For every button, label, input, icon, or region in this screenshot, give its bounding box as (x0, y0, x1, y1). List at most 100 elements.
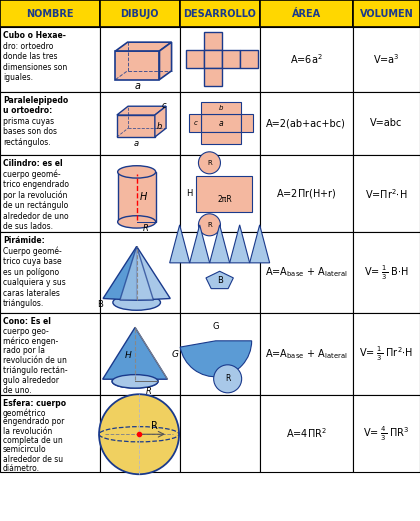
Text: DIBUJO: DIBUJO (121, 8, 159, 19)
Bar (0, 232, 100, 313)
Text: b: b (219, 105, 223, 111)
Bar (100, 313, 180, 395)
Text: cuerpo geomé-: cuerpo geomé- (3, 170, 60, 179)
Ellipse shape (113, 294, 160, 311)
Bar (353, 0, 420, 27)
Text: prisma cuyas: prisma cuyas (3, 117, 54, 126)
Bar (260, 313, 353, 395)
Text: cuerpo geo-: cuerpo geo- (3, 327, 49, 336)
Polygon shape (117, 106, 166, 115)
Polygon shape (116, 51, 160, 80)
Text: c: c (193, 120, 197, 127)
Bar (353, 155, 420, 232)
Text: Esfera: cuerpo: Esfera: cuerpo (3, 399, 66, 408)
Bar (0, 27, 100, 92)
Text: ÁREA: ÁREA (291, 8, 321, 19)
Ellipse shape (112, 375, 158, 388)
Bar (353, 92, 420, 155)
Text: A=6a$^2$: A=6a$^2$ (290, 53, 323, 66)
Text: bases son dos: bases son dos (3, 127, 57, 136)
Bar (0, 92, 100, 155)
Ellipse shape (118, 166, 156, 178)
Text: Cuerpo geomé-: Cuerpo geomé- (3, 247, 62, 256)
Bar (118, 172, 156, 222)
Text: B: B (217, 276, 223, 286)
Text: V= $\frac{1}{3}$ $\Pi$r$^2$$\cdot$H: V= $\frac{1}{3}$ $\Pi$r$^2$$\cdot$H (360, 344, 413, 363)
Text: R: R (207, 222, 212, 228)
Polygon shape (155, 106, 166, 137)
Text: Pirámide:: Pirámide: (3, 237, 45, 245)
Bar (353, 313, 420, 395)
Bar (260, 27, 353, 92)
Polygon shape (249, 225, 270, 263)
Text: es un polígono: es un polígono (3, 268, 59, 277)
Text: B: B (97, 300, 103, 308)
Text: de un rectángulo: de un rectángulo (3, 201, 68, 210)
Bar (353, 395, 420, 472)
Circle shape (198, 214, 220, 236)
Text: geométrico: geométrico (3, 408, 47, 418)
Bar (260, 232, 353, 313)
Bar (189, 115, 201, 132)
Bar (180, 395, 260, 472)
Text: revolución de un: revolución de un (3, 356, 67, 365)
Text: trico cuya base: trico cuya base (3, 257, 62, 266)
Polygon shape (190, 225, 210, 263)
Text: R: R (143, 224, 149, 233)
Text: engendrado por: engendrado por (3, 417, 64, 427)
Text: c: c (161, 101, 166, 109)
Text: completa de un: completa de un (3, 436, 63, 445)
Bar (180, 92, 260, 155)
Wedge shape (180, 341, 252, 377)
Circle shape (99, 394, 179, 474)
Text: dro: ortoedro: dro: ortoedro (3, 42, 53, 51)
Text: a: a (133, 139, 139, 148)
Text: Cubo o Hexae-: Cubo o Hexae- (3, 31, 66, 40)
Bar (204, 32, 222, 50)
Bar (180, 155, 260, 232)
Text: R: R (151, 421, 158, 431)
Text: 2πR: 2πR (217, 195, 232, 204)
Bar (353, 27, 420, 92)
Text: la revolución: la revolución (3, 427, 52, 436)
Text: G: G (213, 322, 219, 331)
Text: semicirculo: semicirculo (3, 445, 47, 454)
Text: A=A$_{\rm base}$ + A$_{\rm lateral}$: A=A$_{\rm base}$ + A$_{\rm lateral}$ (265, 347, 347, 361)
Text: a: a (219, 119, 223, 128)
Text: V=$\Pi$r$^2$$\cdot$H: V=$\Pi$r$^2$$\cdot$H (365, 187, 407, 201)
Text: alrededor de uno: alrededor de uno (3, 212, 68, 221)
Text: b: b (157, 121, 162, 131)
Text: rectángulos.: rectángulos. (3, 138, 51, 147)
Text: V= $\frac{4}{3}$ $\Pi$R$^3$: V= $\frac{4}{3}$ $\Pi$R$^3$ (363, 424, 410, 443)
Text: dimensiones son: dimensiones son (3, 63, 67, 71)
Text: A=4$\Pi$R$^2$: A=4$\Pi$R$^2$ (286, 427, 327, 440)
Text: R: R (207, 160, 212, 166)
Text: H: H (186, 189, 192, 199)
Bar (353, 232, 420, 313)
Bar (240, 50, 258, 68)
Text: iguales.: iguales. (3, 73, 33, 82)
Bar (180, 232, 260, 313)
Polygon shape (206, 271, 234, 289)
Bar (201, 132, 241, 144)
Bar (201, 103, 241, 115)
Bar (0, 395, 100, 472)
Bar (204, 68, 222, 86)
Polygon shape (120, 246, 153, 300)
Text: cualquiera y sus: cualquiera y sus (3, 278, 66, 288)
Text: a: a (134, 81, 140, 91)
Text: Paralelepipedo: Paralelepipedo (3, 96, 68, 105)
Polygon shape (136, 246, 170, 300)
Polygon shape (116, 42, 171, 51)
Bar (204, 50, 222, 68)
Bar (100, 92, 180, 155)
Text: u ortoedro:: u ortoedro: (3, 106, 52, 115)
Bar (100, 232, 180, 313)
Bar (0, 155, 100, 232)
Text: donde las tres: donde las tres (3, 52, 58, 61)
Bar (0, 0, 100, 27)
Bar (201, 115, 241, 132)
Text: R: R (225, 374, 230, 383)
Text: A=2$\Pi$r(H+r): A=2$\Pi$r(H+r) (276, 188, 336, 200)
Polygon shape (117, 115, 155, 137)
